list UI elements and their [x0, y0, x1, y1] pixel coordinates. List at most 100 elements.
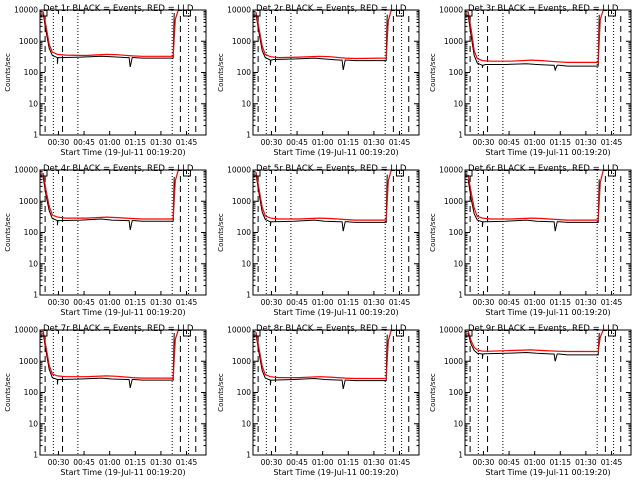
y-tick-label: 1: [246, 451, 251, 460]
y-tick-label: 10000: [14, 6, 38, 15]
plot-frame: [39, 329, 207, 456]
y-axis-label: Counts/sec: [4, 213, 12, 252]
y-tick-label: 1000: [232, 197, 251, 206]
y-axis-label: Counts/sec: [4, 373, 12, 412]
detector-panel-4: 1 10 100 1000 10000 00:30 00:45 01:00 01:15 01:30…: [4, 164, 207, 317]
y-axis-label: Counts/sec: [429, 213, 437, 252]
y-tick-label: 1: [33, 131, 38, 140]
detector-panel-9: 1 10 100 1000 10000 00:30 00:45 01:00 01:15 01:30…: [429, 324, 632, 477]
x-tick-label: 01:30: [150, 298, 172, 307]
x-tick-label: 01:45: [176, 458, 198, 467]
series-line-lld: [467, 329, 604, 353]
x-tick-label: 01:00: [524, 458, 546, 467]
y-tick-label: 10000: [14, 166, 38, 175]
x-tick-label: 00:30: [473, 138, 495, 147]
series-line-lld: [467, 9, 604, 64]
y-tick-label: 1000: [444, 197, 463, 206]
x-tick-label: 01:00: [312, 458, 334, 467]
y-tick-label: 10: [453, 99, 463, 108]
y-tick-label: 100: [237, 388, 252, 397]
y-tick-label: 100: [24, 388, 39, 397]
series-line-events: [467, 14, 600, 72]
series-line-events: [255, 174, 388, 232]
x-axis-label: Start Time (19-Jul-11 00:19:20): [485, 148, 610, 157]
x-tick-label: 01:15: [124, 458, 146, 467]
panel-title: Det 4r BLACK = Events, RED = LLD: [43, 164, 194, 174]
detector-panel-7: 1 10 100 1000 10000 00:30 00:45 01:00 01:15 01:30…: [4, 324, 207, 477]
x-tick-label: 00:30: [261, 298, 283, 307]
panel-title: Det 7r BLACK = Events, RED = LLD: [43, 324, 194, 334]
detector-panel-5: 1 10 100 1000 10000 00:30 00:45 01:00 01:15 01:30…: [217, 164, 420, 317]
plot-frame: [252, 329, 420, 456]
x-tick-label: 01:15: [549, 458, 571, 467]
x-axis-label: Start Time (19-Jul-11 00:19:20): [60, 308, 185, 317]
y-tick-label: 1000: [232, 37, 251, 46]
x-tick-label: 01:30: [575, 458, 597, 467]
x-tick-label: 01:45: [389, 298, 411, 307]
series-line-lld: [42, 9, 179, 57]
x-tick-label: 00:30: [261, 458, 283, 467]
x-tick-label: 01:00: [312, 298, 334, 307]
detector-panel-3: 1 10 100 1000 10000 00:30 00:45 01:00 01:15 01:30…: [429, 4, 632, 157]
series-line-events: [255, 14, 388, 71]
y-tick-label: 1: [33, 451, 38, 460]
plot-frame: [39, 9, 207, 136]
panel-title: Det 2r BLACK = Events, RED = LLD: [256, 4, 407, 14]
x-tick-label: 01:00: [99, 458, 121, 467]
x-tick-label: 01:30: [575, 298, 597, 307]
x-tick-label: 01:00: [99, 138, 121, 147]
x-tick-label: 00:30: [48, 138, 70, 147]
y-tick-label: 1: [246, 291, 251, 300]
panel-title: Det 1r BLACK = Events, RED = LLD: [43, 4, 194, 14]
y-tick-label: 1000: [19, 357, 38, 366]
y-tick-label: 10: [28, 419, 38, 428]
series-line-lld: [467, 169, 604, 221]
y-tick-label: 10000: [227, 166, 251, 175]
y-tick-label: 10000: [14, 326, 38, 335]
y-axis-label: Counts/sec: [217, 213, 225, 252]
x-tick-label: 01:15: [337, 458, 359, 467]
x-tick-label: 00:45: [286, 298, 308, 307]
x-tick-label: 00:30: [473, 298, 495, 307]
x-tick-label: 01:45: [601, 298, 623, 307]
x-tick-label: 01:45: [601, 458, 623, 467]
x-axis-label: Start Time (19-Jul-11 00:19:20): [485, 468, 610, 477]
series-line-lld: [255, 9, 392, 60]
plot-frame: [464, 329, 632, 456]
x-tick-label: 01:00: [524, 138, 546, 147]
x-tick-label: 01:45: [389, 458, 411, 467]
y-tick-label: 10: [28, 259, 38, 268]
y-tick-label: 100: [449, 228, 464, 237]
series-line-lld: [42, 329, 179, 379]
y-tick-label: 1000: [444, 37, 463, 46]
y-tick-label: 1000: [232, 357, 251, 366]
x-axis-label: Start Time (19-Jul-11 00:19:20): [273, 468, 398, 477]
y-tick-label: 100: [24, 228, 39, 237]
series-line-events: [42, 12, 175, 68]
plot-frame: [252, 9, 420, 136]
x-tick-label: 01:45: [601, 138, 623, 147]
x-tick-label: 00:45: [286, 458, 308, 467]
detector-panel-8: 1 10 100 1000 10000 00:30 00:45 01:00 01:15 01:30…: [217, 324, 420, 477]
y-tick-label: 10000: [439, 326, 463, 335]
x-tick-label: 00:45: [286, 138, 308, 147]
series-line-events: [255, 334, 388, 390]
panel-title: Det 9r BLACK = Events, RED = LLD: [468, 324, 619, 334]
x-axis-label: Start Time (19-Jul-11 00:19:20): [60, 468, 185, 477]
series-line-events: [42, 332, 175, 389]
y-axis-label: Counts/sec: [429, 373, 437, 412]
y-axis-label: Counts/sec: [429, 53, 437, 92]
x-tick-label: 00:45: [73, 298, 95, 307]
y-tick-label: 1000: [444, 357, 463, 366]
y-tick-label: 100: [449, 388, 464, 397]
x-tick-label: 01:15: [549, 138, 571, 147]
x-tick-label: 01:30: [363, 138, 385, 147]
x-tick-label: 01:15: [337, 138, 359, 147]
series-line-lld: [255, 329, 392, 380]
x-tick-label: 01:45: [176, 298, 198, 307]
y-tick-label: 10: [241, 259, 251, 268]
series-line-lld: [255, 169, 392, 221]
x-tick-label: 00:30: [48, 458, 70, 467]
y-tick-label: 1: [458, 131, 463, 140]
